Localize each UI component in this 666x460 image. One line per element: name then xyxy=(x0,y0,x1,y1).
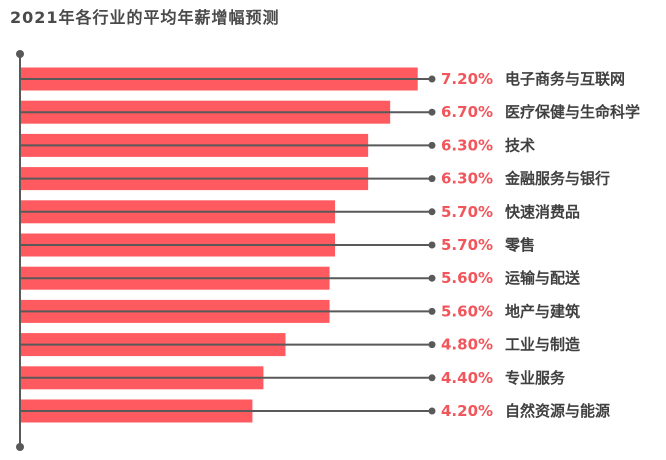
category-label: 专业服务 xyxy=(505,369,566,387)
leader-dot xyxy=(428,141,436,149)
value-label: 5.70% xyxy=(441,236,493,254)
value-label: 6.30% xyxy=(441,136,493,154)
category-label: 快速消费品 xyxy=(505,203,580,221)
value-label: 5.60% xyxy=(441,302,493,320)
category-label: 运输与配送 xyxy=(505,269,581,287)
leader-dot xyxy=(428,75,436,83)
axis-top-dot xyxy=(16,50,24,58)
leader-dot xyxy=(428,241,436,249)
leader-dot xyxy=(428,175,436,183)
leader-dot xyxy=(428,274,436,282)
category-label: 自然资源与能源 xyxy=(505,402,610,420)
value-label: 6.70% xyxy=(441,103,493,121)
leader-dot xyxy=(428,407,436,415)
category-label: 金融服务与银行 xyxy=(504,170,610,188)
category-label: 技术 xyxy=(505,136,535,154)
category-label: 地产与建筑 xyxy=(505,302,580,320)
value-label: 6.30% xyxy=(441,170,493,188)
value-label: 5.60% xyxy=(441,269,493,287)
chart-title: 2021年各行业的平均年薪增幅预测 xyxy=(10,8,280,27)
value-label: 4.40% xyxy=(441,369,493,387)
value-label: 7.20% xyxy=(441,70,493,88)
leader-dot xyxy=(428,374,436,382)
leader-dot xyxy=(428,208,436,216)
value-label: 4.80% xyxy=(441,336,493,354)
category-label: 工业与制造 xyxy=(505,336,580,354)
leader-dot xyxy=(428,341,436,349)
value-label: 5.70% xyxy=(441,203,493,221)
axis-bottom-dot xyxy=(16,443,24,451)
value-label: 4.20% xyxy=(441,402,493,420)
leader-dot xyxy=(428,108,436,116)
category-label: 电子商务与互联网 xyxy=(505,70,625,88)
leader-dot xyxy=(428,307,436,315)
category-label: 零售 xyxy=(504,236,535,254)
category-label: 医疗保健与生命科学 xyxy=(505,103,640,121)
